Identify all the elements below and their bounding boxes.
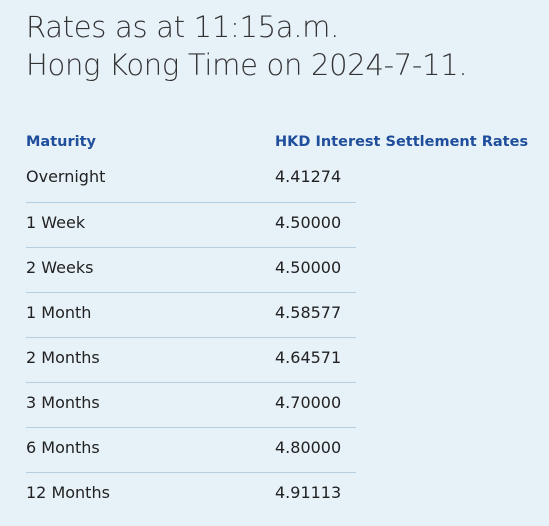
table-row: 1 Month 4.58577 bbox=[26, 292, 356, 337]
rate-cell: 4.64571 bbox=[275, 348, 342, 367]
maturity-cell: Overnight bbox=[26, 167, 106, 186]
rate-cell: 4.70000 bbox=[275, 393, 342, 412]
maturity-cell: 6 Months bbox=[26, 438, 100, 457]
title-line: Rates as at 11:15a.m. bbox=[26, 10, 340, 44]
rate-cell: 4.50000 bbox=[275, 258, 342, 277]
rates-table: Maturity HKD Interest Settlement Rates O… bbox=[26, 128, 528, 517]
rate-cell: 4.80000 bbox=[275, 438, 342, 457]
column-header: Maturity bbox=[26, 134, 96, 150]
table-row: Overnight 4.41274 bbox=[26, 158, 356, 202]
title-line: Hong Kong Time on 2024-7-11. bbox=[26, 48, 468, 82]
rate-cell: 4.58577 bbox=[275, 303, 342, 322]
maturity-cell: 2 Weeks bbox=[26, 258, 94, 277]
table-row: 6 Months 4.80000 bbox=[26, 427, 356, 472]
maturity-cell: 1 Month bbox=[26, 303, 92, 322]
maturity-cell: 1 Week bbox=[26, 213, 86, 232]
table-row: 3 Months 4.70000 bbox=[26, 382, 356, 427]
maturity-cell: 3 Months bbox=[26, 393, 100, 412]
table-header: Maturity HKD Interest Settlement Rates bbox=[26, 128, 528, 158]
table-row: 2 Months 4.64571 bbox=[26, 337, 356, 382]
rate-cell: 4.41274 bbox=[275, 167, 342, 186]
table-row: 12 Months 4.91113 bbox=[26, 472, 356, 517]
table-body: Overnight 4.41274 1 Week 4.50000 2 Weeks 4.50… bbox=[26, 158, 356, 517]
rate-cell: 4.91113 bbox=[275, 483, 342, 502]
column-header: HKD Interest Settlement Rates bbox=[275, 134, 529, 150]
rate-cell: 4.50000 bbox=[275, 213, 342, 232]
table-row: 1 Week 4.50000 bbox=[26, 202, 356, 247]
maturity-cell: 12 Months bbox=[26, 483, 110, 502]
page-title: Rates as at 11:15a.m. Hong Kong Time on … bbox=[26, 8, 468, 84]
maturity-cell: 2 Months bbox=[26, 348, 100, 367]
table-row: 2 Weeks 4.50000 bbox=[26, 247, 356, 292]
